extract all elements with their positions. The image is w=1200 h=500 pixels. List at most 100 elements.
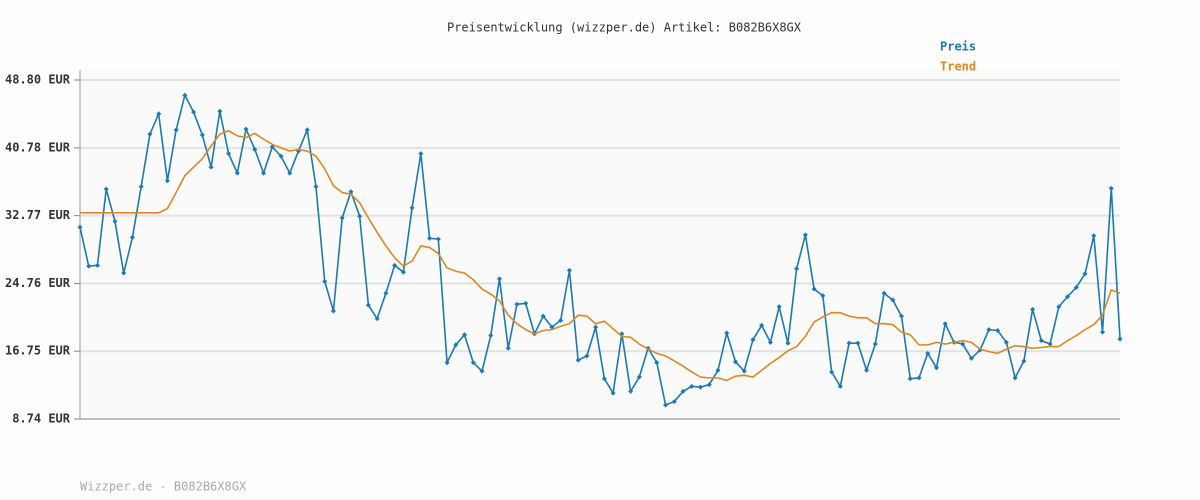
marker — [811, 286, 817, 292]
marker — [601, 376, 607, 382]
marker — [785, 340, 791, 346]
marker — [94, 262, 100, 268]
marker — [750, 337, 756, 343]
marker — [794, 266, 800, 272]
marker — [855, 340, 861, 346]
marker — [829, 369, 835, 375]
marker — [121, 270, 127, 276]
marker — [864, 367, 870, 373]
marker — [663, 402, 669, 408]
marker — [418, 151, 424, 157]
marker — [129, 234, 135, 240]
marker — [77, 224, 83, 230]
marker — [846, 340, 852, 346]
line — [79, 92, 1121, 407]
marker — [496, 276, 502, 282]
y-tick-label: 40.78 EUR — [5, 140, 71, 154]
marker — [1117, 336, 1123, 342]
marker — [558, 317, 564, 323]
marker — [575, 357, 581, 363]
marker — [278, 153, 284, 159]
y-tick-label: 48.80 EUR — [5, 73, 71, 87]
marker — [409, 205, 415, 211]
marker — [313, 184, 319, 190]
marker — [1100, 329, 1106, 335]
marker — [968, 355, 974, 361]
marker — [1108, 185, 1114, 191]
marker — [899, 313, 905, 319]
marker — [741, 368, 747, 374]
marker — [671, 399, 677, 405]
marker — [689, 383, 695, 389]
marker — [628, 388, 634, 394]
marker — [610, 390, 616, 396]
marker — [444, 360, 450, 366]
marker — [234, 170, 240, 176]
marker — [995, 327, 1001, 333]
marker — [654, 360, 660, 366]
marker — [540, 313, 546, 319]
marker — [881, 290, 887, 296]
marker — [365, 302, 371, 308]
marker — [593, 324, 599, 330]
marker — [724, 330, 730, 336]
marker — [138, 184, 144, 190]
marker — [357, 213, 363, 219]
marker — [261, 170, 267, 176]
marker — [986, 327, 992, 333]
marker — [942, 321, 948, 327]
marker — [400, 269, 406, 275]
marker — [1073, 284, 1079, 290]
marker — [374, 316, 380, 322]
marker — [820, 293, 826, 299]
marker — [217, 108, 223, 114]
marker — [322, 278, 328, 284]
marker — [103, 186, 109, 192]
marker — [505, 345, 511, 351]
marker — [759, 322, 765, 328]
marker — [1030, 306, 1036, 312]
marker — [453, 342, 459, 348]
marker — [925, 350, 931, 356]
marker — [837, 383, 843, 389]
y-tick-label: 32.77 EUR — [5, 208, 71, 222]
marker — [208, 164, 214, 170]
legend-label: Preis — [940, 40, 976, 54]
marker — [182, 92, 188, 98]
marker — [191, 109, 197, 115]
marker — [243, 126, 249, 132]
marker — [427, 235, 433, 241]
marker — [1082, 271, 1088, 277]
marker — [392, 262, 398, 268]
marker — [1047, 341, 1053, 347]
marker — [872, 341, 878, 347]
marker — [523, 300, 529, 306]
marker — [164, 178, 170, 184]
marker — [156, 111, 162, 117]
marker — [566, 267, 572, 273]
y-tick-label: 24.76 EUR — [5, 276, 71, 290]
marker — [112, 218, 118, 224]
marker — [636, 374, 642, 380]
marker — [933, 365, 939, 371]
chart-title: Preisentwicklung (wizzper.de) Artikel: B… — [447, 21, 802, 35]
marker — [147, 131, 153, 137]
marker — [706, 382, 712, 388]
marker — [680, 388, 686, 394]
footer: Wizzper.de - B082B6X8GX — [80, 480, 247, 494]
marker — [252, 146, 258, 152]
marker — [226, 151, 232, 157]
marker — [470, 360, 476, 366]
marker — [287, 170, 293, 176]
marker — [584, 353, 590, 359]
marker — [802, 232, 808, 238]
marker — [960, 341, 966, 347]
marker — [1091, 233, 1097, 239]
marker — [199, 132, 205, 138]
marker — [1012, 375, 1018, 381]
marker — [330, 308, 336, 314]
marker — [514, 301, 520, 307]
marker — [890, 297, 896, 303]
marker — [348, 189, 354, 195]
